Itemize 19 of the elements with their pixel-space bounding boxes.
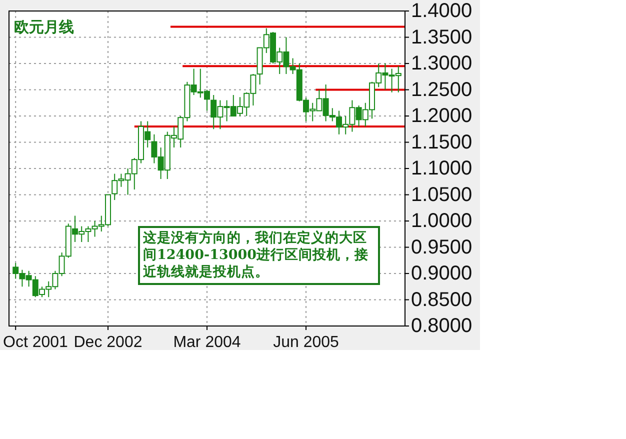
y-tick-label: 1.1500 bbox=[411, 131, 472, 154]
y-tick-label: 0.8000 bbox=[411, 315, 472, 337]
x-tick-label: Mar 2004 bbox=[173, 334, 241, 351]
x-tick-label: Dec 2002 bbox=[74, 334, 142, 351]
y-tick-label: 1.2000 bbox=[411, 105, 472, 127]
y-tick-label: 1.4000 bbox=[411, 0, 472, 22]
y-tick-label: 1.0000 bbox=[411, 210, 472, 232]
y-tick-label: 0.9000 bbox=[411, 262, 472, 284]
y-tick-label: 0.8500 bbox=[411, 288, 472, 311]
y-tick-label: 1.3000 bbox=[411, 52, 472, 74]
y-tick-label: 0.9500 bbox=[411, 236, 472, 258]
y-tick-label: 1.2500 bbox=[411, 78, 472, 101]
y-tick-label: 1.1000 bbox=[411, 158, 472, 180]
y-tick-label: 1.0500 bbox=[411, 184, 472, 206]
y-tick-label: 1.3500 bbox=[411, 26, 472, 48]
text: 欧元月线 bbox=[14, 18, 74, 36]
x-tick-label: Jun 2005 bbox=[273, 334, 340, 351]
x-tick-label: Oct 2001 bbox=[3, 334, 68, 351]
annotation: 这是没有方向的，我们在定义的大区间12400-13000进行区间投机，接近轨线就是投机点。 bbox=[138, 226, 380, 285]
